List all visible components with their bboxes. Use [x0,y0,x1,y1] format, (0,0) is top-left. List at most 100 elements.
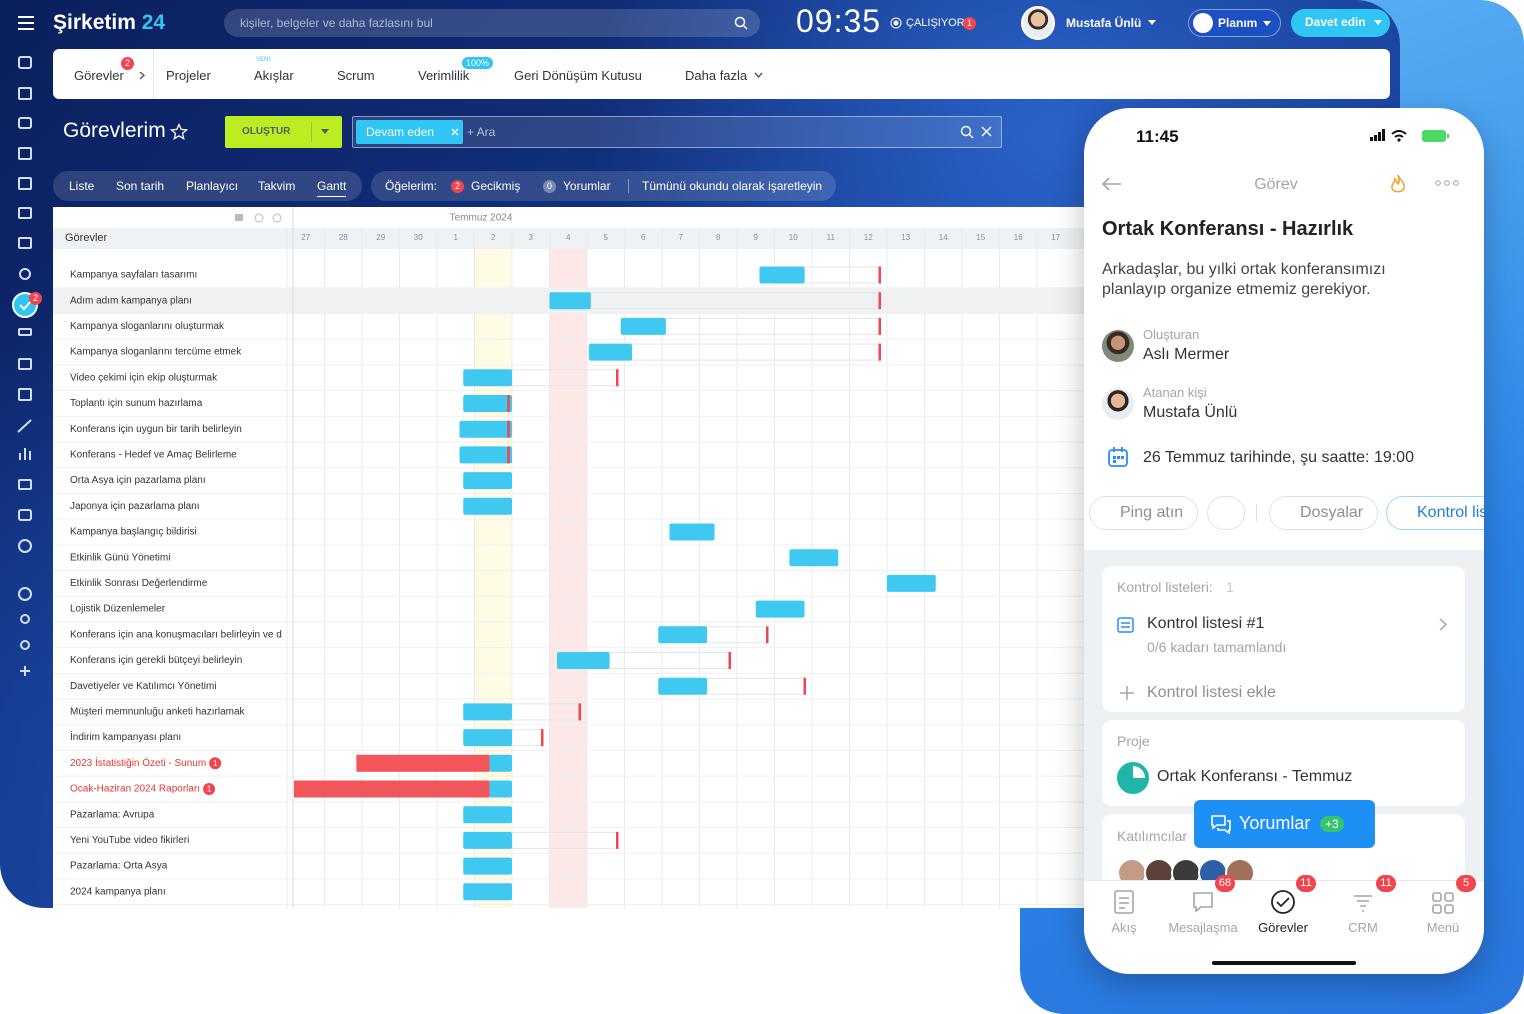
tab[interactable]: CRM [1348,920,1378,935]
task-name[interactable]: Konferans için gerekli bütçeyi belirleyi… [70,655,242,666]
task-bar[interactable] [459,420,513,438]
task-bar[interactable] [669,523,715,541]
task-bar[interactable] [489,754,513,772]
logo-text: Şirketim [53,11,136,34]
comments-button[interactable]: Yorumlar +3 [1194,800,1375,848]
checklist-title[interactable]: Kontrol listesi #1 [1147,615,1265,632]
flame-icon[interactable] [1389,174,1407,195]
nav-item[interactable]: Verimlilik [418,68,470,83]
task-bar[interactable] [463,729,512,747]
task-name[interactable]: Lojistik Düzenlemeler [70,604,166,615]
mark-read[interactable]: Tümünü okundu olarak işaretleyin [642,179,823,193]
task-bar[interactable] [759,266,805,284]
task-bar[interactable] [463,395,512,412]
task-name[interactable]: Konferans - Hedef ve Amaç Belirleme [70,450,237,461]
view-tab-active[interactable]: Gantt [317,179,347,197]
task-bar[interactable] [489,780,513,798]
task-bar[interactable] [459,446,513,464]
star-icon[interactable] [170,123,188,141]
task-name[interactable]: Kampanya sloganlarını tercüme etmek [70,347,242,358]
back-icon[interactable] [1102,177,1122,191]
files-button[interactable]: Dosyalar [1269,496,1378,530]
create-button[interactable]: OLUŞTUR [225,116,342,148]
task-name[interactable]: Kampanya başlangıç bildirisi [70,527,197,538]
close-icon[interactable] [451,128,459,136]
task-bar[interactable] [463,472,512,490]
task-name[interactable]: Kampanya sayfaları tasarımı [70,270,197,281]
task-bar[interactable] [887,574,936,592]
nav-item[interactable]: Scrum [337,68,375,83]
tab[interactable]: Akış [1111,920,1137,935]
task-name[interactable]: Kampanya sloganlarını oluşturmak [70,321,225,332]
task-name[interactable]: Müşteri memnunluğu anketi hazırlamak [70,707,246,718]
more-icon[interactable] [1435,180,1459,186]
nav-item[interactable]: Daha fazla [685,68,748,83]
search-box[interactable]: kişiler, belgeler ve daha fazlasını bul [224,9,760,37]
logo[interactable]: Şirketim 24 [53,11,165,35]
filter-search[interactable]: + Ara [467,125,496,139]
project-name[interactable]: Ortak Konferansı - Temmuz [1157,768,1353,785]
checklist-button[interactable]: Kontrol listesi [1386,496,1484,530]
task-name[interactable]: Etkinlik Günü Yönetimi [70,552,170,563]
task-bar[interactable] [588,343,632,361]
nav-item[interactable]: Görevler [74,68,124,83]
overdue-label[interactable]: Gecikmiş [471,179,521,193]
task-name[interactable]: İndirim kampanyası planı [70,730,181,743]
tab-active[interactable]: Görevler [1258,920,1308,935]
task-bar[interactable] [463,883,512,901]
search-icon[interactable] [960,125,974,139]
task-bar[interactable] [658,677,707,695]
view-tab[interactable]: Takvim [258,179,296,193]
view-tab[interactable]: Liste [69,179,95,193]
user-name[interactable]: Mustafa Ünlü [1066,16,1142,30]
status-text[interactable]: ÇALIŞIYOR [906,17,965,29]
filter-box[interactable]: Devam eden + Ara [352,116,1002,148]
task-bar[interactable] [463,369,512,387]
task-name[interactable]: Davetiyeler ve Katılımcı Yönetimi [70,681,217,692]
task-bar[interactable] [620,317,666,335]
task-bar[interactable] [557,652,610,669]
task-name[interactable]: Adım adım kampanya planı [70,295,192,306]
task-name[interactable]: Etkinlik Sonrası Değerlendirme [70,578,208,589]
task-bar[interactable] [658,626,707,644]
menu-icon[interactable] [17,15,35,31]
task-name[interactable]: Video çekimi için ekip oluşturmak [70,372,218,383]
status-icon [890,17,902,29]
nav-item[interactable]: Geri Dönüşüm Kutusu [514,68,642,83]
task-name[interactable]: 2023 İstatistiğin Özeti - Sunum [70,756,206,769]
task-name[interactable]: Orta Asya için pazarlama planı [70,475,206,486]
more-button[interactable] [1207,496,1245,530]
task-bar[interactable] [463,497,512,515]
task-bar[interactable] [549,292,591,310]
filter-chip[interactable]: Devam eden [356,120,463,144]
counters-label: Öğelerim: [385,179,438,193]
task-bar[interactable] [755,600,805,618]
view-tab[interactable]: Planlayıcı [186,179,239,193]
task-name[interactable]: Japonya için pazarlama planı [70,501,200,512]
user-avatar[interactable] [1021,6,1055,40]
task-name[interactable]: Pazarlama: Avrupa [70,809,155,820]
view-tab[interactable]: Son tarih [116,179,165,193]
task-bar[interactable] [463,857,512,875]
add-checklist[interactable]: Kontrol listesi ekle [1147,684,1276,701]
clear-icon[interactable] [981,126,992,137]
ping-button[interactable]: Ping atın [1089,496,1198,530]
task-name[interactable]: Toplantı için sunum hazırlama [70,398,203,409]
tab[interactable]: Menü [1426,920,1460,935]
nav-item[interactable]: Projeler [166,68,211,83]
task-name[interactable]: Pazarlama: Orta Asya [70,861,168,872]
task-bar[interactable] [463,703,512,721]
task-bar[interactable] [463,806,512,824]
task-name[interactable]: Konferans için uygun bir tarih belirleyi… [70,424,242,435]
plan-button[interactable]: Planım [1188,9,1281,37]
invite-button[interactable]: Davet edin [1291,9,1390,37]
task-name[interactable]: Konferans için ana konuşmacıları belirle… [70,629,282,640]
nav-item[interactable]: Akışlar [254,68,294,83]
tab[interactable]: Mesajlaşma [1168,920,1238,935]
task-name[interactable]: 2024 kampanya planı [70,886,166,897]
task-bar[interactable] [463,831,512,849]
task-bar[interactable] [789,549,839,567]
comments-label[interactable]: Yorumlar [563,179,611,193]
task-name[interactable]: Yeni YouTube video fikirleri [70,835,189,846]
task-name[interactable]: Ocak-Haziran 2024 Raporları [70,784,200,795]
